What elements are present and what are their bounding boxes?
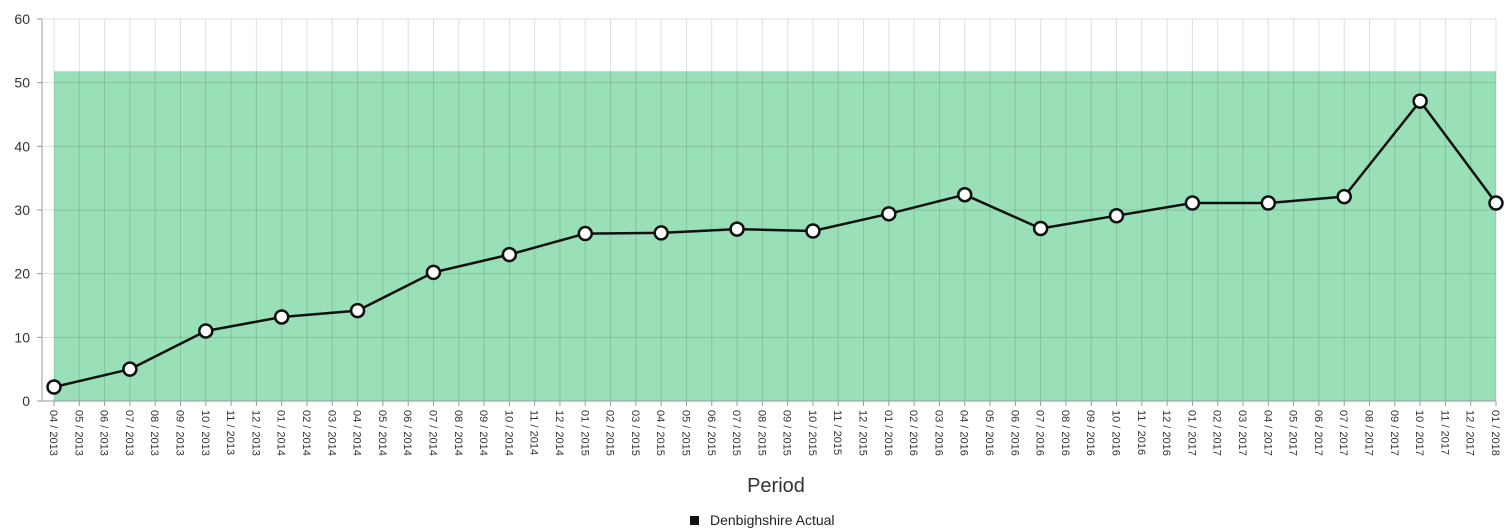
legend[interactable]: Denbighshire Actual [690,512,835,528]
x-tick-label: 01 / 2017 [1185,410,1197,456]
data-point[interactable] [805,223,821,239]
y-axis-ticks: 0 10 20 30 40 50 60 [14,11,42,409]
y-tick-label: 0 [22,393,30,409]
x-tick-label: 07 / 2016 [1034,410,1046,456]
x-tick-label: 08 / 2015 [755,410,767,456]
series-line [53,99,1498,389]
x-tick-label: 06 / 2017 [1312,410,1324,456]
x-tick-label: 03 / 2016 [932,410,944,456]
x-axis-title: Period [747,475,805,497]
x-tick-label: 12 / 2017 [1464,410,1476,456]
x-tick-label: 11 / 2015 [831,410,843,455]
x-tick-label: 11 / 2013 [224,410,236,455]
x-tick-label: 02 / 2015 [604,410,616,456]
x-tick-label: 12 / 2013 [249,410,261,456]
x-tick-label: 10 / 2017 [1413,410,1425,456]
x-tick-label: 12 / 2016 [1160,410,1172,456]
x-axis-ticks: 04 / 2013 05 / 2013 06 / 2013 07 / 2013 08 /… [47,401,1501,456]
x-tick-label: 05 / 2017 [1287,410,1299,456]
series-layer [46,93,1504,395]
x-tick-label: 09 / 2013 [173,410,185,456]
x-tick-label: 04 / 2014 [351,410,363,456]
x-tick-label: 05 / 2014 [376,410,388,456]
x-tick-label: 05 / 2013 [72,410,84,456]
data-point[interactable] [1336,188,1352,205]
legend-label: Denbighshire Actual [710,512,835,528]
x-tick-label: 02 / 2016 [907,410,919,456]
gridlines [42,18,1497,402]
y-tick-label: 10 [14,329,30,345]
x-tick-label: 03 / 2015 [629,410,641,456]
x-tick-label: 01 / 2015 [578,410,590,456]
data-point[interactable] [653,225,669,241]
data-point[interactable] [1032,220,1049,237]
y-tick-label: 40 [14,138,30,154]
x-tick-label: 10 / 2014 [502,410,514,456]
x-tick-label: 12 / 2015 [857,410,869,456]
x-tick-label: 07 / 2014 [426,410,438,456]
x-tick-label: 03 / 2014 [325,410,337,456]
data-point[interactable] [1108,207,1125,224]
data-point[interactable] [1412,93,1428,109]
data-point[interactable] [1260,195,1277,211]
x-tick-label: 02 / 2014 [300,410,312,456]
x-tick-label: 11 / 2014 [528,410,540,455]
x-tick-label: 11 / 2016 [1135,410,1147,455]
x-tick-label: 10 / 2015 [806,410,818,456]
data-point[interactable] [729,221,745,237]
x-tick-label: 01 / 2016 [882,410,894,456]
x-tick-label: 08 / 2014 [452,410,464,456]
x-tick-label: 09 / 2014 [477,410,489,456]
x-tick-label: 03 / 2017 [1236,410,1248,456]
x-tick-label: 06 / 2014 [401,410,413,456]
data-point[interactable] [198,323,214,339]
x-tick-label: 08 / 2017 [1363,410,1375,456]
x-tick-label: 08 / 2016 [1059,410,1071,456]
x-tick-label: 12 / 2014 [553,410,565,456]
x-tick-label: 06 / 2016 [1008,410,1020,456]
x-tick-label: 07 / 2013 [123,410,135,456]
y-tick-label: 20 [14,266,30,282]
x-tick-label: 04 / 2015 [654,410,666,456]
x-tick-label: 06 / 2013 [98,410,110,456]
data-point[interactable] [122,361,138,377]
data-point[interactable] [881,206,897,222]
target-band-layer [54,71,1496,401]
x-tick-label: 10 / 2016 [1110,410,1122,456]
data-point[interactable] [273,309,290,325]
x-tick-label: 11 / 2017 [1438,410,1450,455]
target-band [54,71,1496,401]
x-tick-label: 01 / 2018 [1489,410,1501,456]
legend-swatch [690,516,699,525]
x-tick-label: 05 / 2016 [983,410,995,456]
x-tick-label: 04 / 2016 [958,410,970,456]
data-point[interactable] [349,302,366,319]
x-tick-label: 05 / 2015 [679,410,691,456]
x-tick-label: 10 / 2013 [199,410,211,456]
x-tick-label: 04 / 2013 [47,410,59,456]
y-tick-label: 30 [14,202,30,218]
x-tick-label: 07 / 2017 [1337,410,1349,456]
data-point[interactable] [425,264,442,281]
x-tick-label: 07 / 2015 [730,410,742,456]
y-tick-label: 60 [14,11,30,27]
data-point[interactable] [501,246,518,263]
x-tick-label: 09 / 2016 [1084,410,1096,456]
data-point[interactable] [1184,195,1201,211]
data-point[interactable] [956,186,973,203]
x-tick-label: 01 / 2014 [275,410,287,456]
x-tick-label: 02 / 2017 [1211,410,1223,456]
data-point[interactable] [1488,195,1504,211]
x-tick-label: 06 / 2015 [705,410,717,456]
data-point[interactable] [46,379,62,395]
data-point[interactable] [577,225,594,242]
x-tick-label: 09 / 2017 [1388,410,1400,456]
x-tick-label: 08 / 2013 [148,410,160,456]
x-tick-label: 09 / 2015 [781,410,793,456]
y-tick-label: 50 [14,75,30,91]
x-tick-label: 04 / 2017 [1261,410,1273,456]
